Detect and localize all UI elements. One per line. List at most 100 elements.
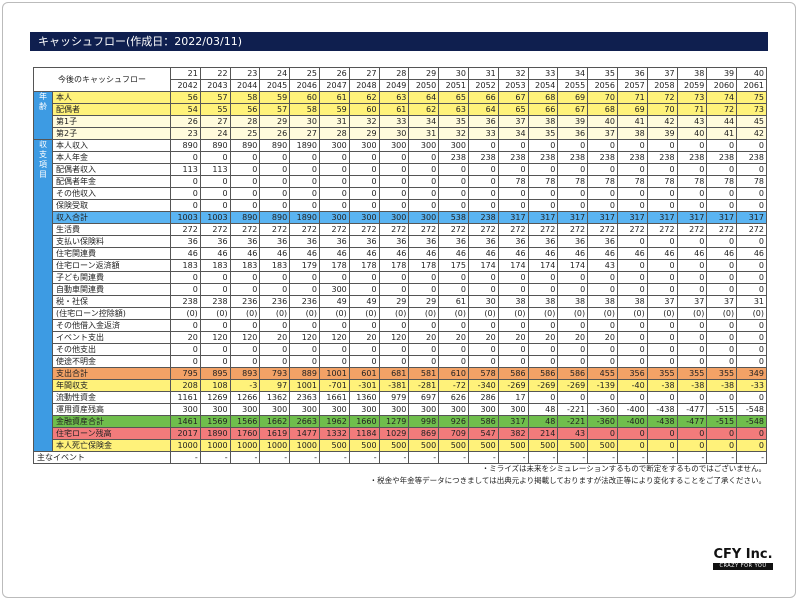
value-cell: -548 [736,415,767,428]
value-cell: 20 [467,331,499,344]
event-cell: - [646,451,678,464]
value-cell: 0 [587,283,618,296]
value-cell: -340 [467,379,499,392]
value-cell: 0 [706,259,738,272]
value-cell: 0 [378,283,410,296]
row-label: 子ども関連費 [52,271,171,284]
value-cell: (0) [170,307,201,320]
value-cell: 317 [646,211,678,224]
value-cell: 317 [497,211,529,224]
value-cell: 0 [229,175,261,188]
value-cell: 0 [199,319,231,332]
value-cell: 1000 [259,439,291,452]
value-cell: 1000 [229,439,261,452]
value-cell: 178 [378,259,410,272]
value-cell: 0 [616,271,648,284]
value-cell: 0 [527,283,559,296]
value-cell: 43 [557,427,589,440]
value-cell: 0 [527,139,559,152]
table-row: 収入合計 1003 1003 890 890 1890 300 300 300 300 538 238… [34,211,767,224]
value-cell: 61 [378,103,410,116]
value-cell: 1184 [348,427,380,440]
year-header-cell: 2045 [259,79,291,92]
group-label-text: 年齢 [39,92,47,112]
value-cell: 0 [616,319,648,332]
value-cell: 42 [646,115,678,128]
row-label: 本人年金 [52,151,171,164]
table-row: イベント支出 20 120 120 20 120 120 20 120 20 20 20 20 20 20 2… [34,331,767,344]
value-cell: 586 [527,367,559,380]
value-cell: 46 [706,247,738,260]
value-cell: 46 [438,247,469,260]
value-cell: 38 [527,295,559,308]
value-cell: 43 [676,115,708,128]
value-cell: 59 [259,91,291,104]
value-cell: 0 [557,199,589,212]
value-cell: 1760 [229,427,261,440]
value-cell: -221 [557,415,589,428]
value-cell: 0 [706,187,738,200]
value-cell: 0 [348,151,380,164]
value-cell: -281 [408,379,440,392]
value-cell: 20 [527,331,559,344]
value-cell: 78 [616,175,648,188]
value-cell: 317 [736,211,767,224]
value-cell: 78 [587,175,618,188]
value-cell: 1360 [348,391,380,404]
value-cell: -477 [676,403,708,416]
value-cell: 0 [318,271,350,284]
table-row: 自動車関連費 0 0 0 0 0 300 0 0 0 0 0 0 0 0 0 0 0 0 0 0 [34,283,767,296]
value-cell: 31 [318,115,350,128]
value-cell: 455 [587,367,618,380]
value-cell: 37 [587,127,618,140]
value-cell: 1660 [348,415,380,428]
value-cell: -38 [706,379,738,392]
value-cell: 626 [438,391,469,404]
value-cell: 0 [587,391,618,404]
value-cell: -269 [497,379,529,392]
value-cell: 0 [706,427,738,440]
value-cell: 500 [318,439,350,452]
value-cell: 0 [348,355,380,368]
value-cell: 0 [408,151,440,164]
value-cell: 0 [408,199,440,212]
group-label-items: 収支項目 [33,139,53,452]
row-label: 流動性資金 [52,391,171,404]
row-label: 税・社保 [52,295,171,308]
value-cell: 0 [736,355,767,368]
value-cell: -38 [646,379,678,392]
value-cell: -477 [676,415,708,428]
row-label: 配偶者年金 [52,175,171,188]
value-cell: 60 [289,91,320,104]
value-cell: 0 [646,319,678,332]
value-cell: 0 [438,175,469,188]
value-cell: 0 [676,343,708,356]
table-row: 住宅ローン返済額 183 183 183 183 179 178 178 178 178 175 17… [34,259,767,272]
value-cell: 36 [527,235,559,248]
value-cell: 1000 [170,439,201,452]
year-header-cell: 2059 [676,79,708,92]
value-cell: 355 [676,367,708,380]
row-label: (住宅ローン控除額) [52,307,171,320]
value-cell: 0 [497,283,529,296]
value-cell: 709 [438,427,469,440]
value-cell: 0 [438,319,469,332]
value-cell: 0 [616,283,648,296]
value-cell: 889 [289,367,320,380]
value-cell: 46 [408,247,440,260]
value-cell: 0 [378,175,410,188]
value-cell: 0 [438,163,469,176]
value-cell: 66 [527,103,559,116]
value-cell: 0 [616,343,648,356]
value-cell: 0 [497,139,529,152]
row-label: 住宅関連費 [52,247,171,260]
value-cell: (0) [676,307,708,320]
value-cell: 175 [438,259,469,272]
value-cell: 36 [170,235,201,248]
table-row: 使途不明金 0 0 0 0 0 0 0 0 0 0 0 0 0 0 0 0 0 0 0 0 [34,355,767,368]
value-cell: 890 [170,139,201,152]
year-header-cell: 2043 [199,79,231,92]
value-cell: 286 [467,391,499,404]
value-cell: (0) [289,307,320,320]
value-cell: 0 [646,139,678,152]
